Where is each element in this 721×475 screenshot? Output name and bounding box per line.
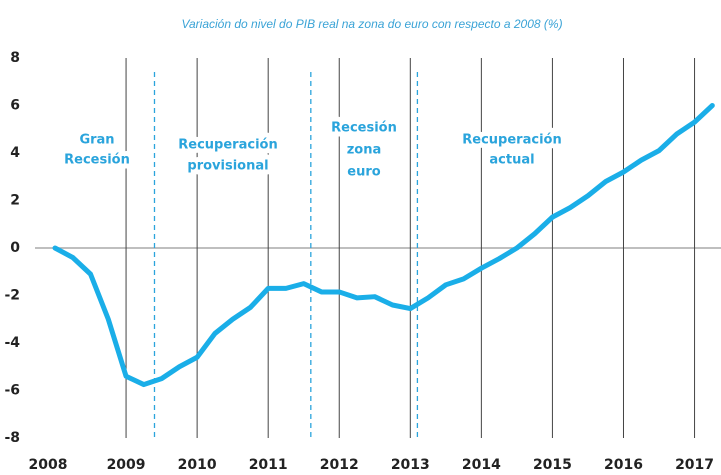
- y-tick-label: 2: [10, 193, 20, 209]
- x-tick-label: 2012: [320, 457, 359, 473]
- x-tick-label: 2008: [29, 457, 68, 473]
- x-tick-label: 2011: [249, 457, 288, 473]
- annotation: Recuperación: [178, 138, 277, 153]
- x-tick-label: 2017: [675, 457, 714, 473]
- annotation: euro: [347, 165, 380, 180]
- y-tick-label: 6: [10, 98, 20, 114]
- chart-title: Variación do nivel do PIB real na zona d…: [181, 17, 562, 31]
- annotation: provisional: [187, 159, 268, 174]
- y-tick-label: 4: [10, 145, 20, 161]
- x-tick-label: 2014: [462, 457, 501, 473]
- annotation: Recuperación: [462, 133, 561, 148]
- annotation: actual: [489, 153, 534, 168]
- y-tick-label: 8: [10, 50, 20, 66]
- x-tick-label: 2009: [107, 457, 146, 473]
- data-line: [52, 103, 715, 388]
- x-tick-label: 2016: [604, 457, 643, 473]
- y-tick-label: -2: [4, 288, 20, 304]
- y-tick-label: -4: [4, 335, 20, 351]
- x-tick-label: 2013: [391, 457, 430, 473]
- annotation: Gran: [79, 133, 114, 148]
- x-tick-label: 2015: [533, 457, 572, 473]
- annotation: Recesión: [331, 121, 397, 136]
- x-tick-label: 2010: [178, 457, 217, 473]
- y-tick-label: 0: [10, 240, 20, 256]
- y-tick-label: -8: [4, 430, 20, 446]
- y-tick-label: -6: [4, 383, 20, 399]
- annotation: zona: [347, 143, 382, 158]
- annotation: Recesión: [64, 153, 130, 168]
